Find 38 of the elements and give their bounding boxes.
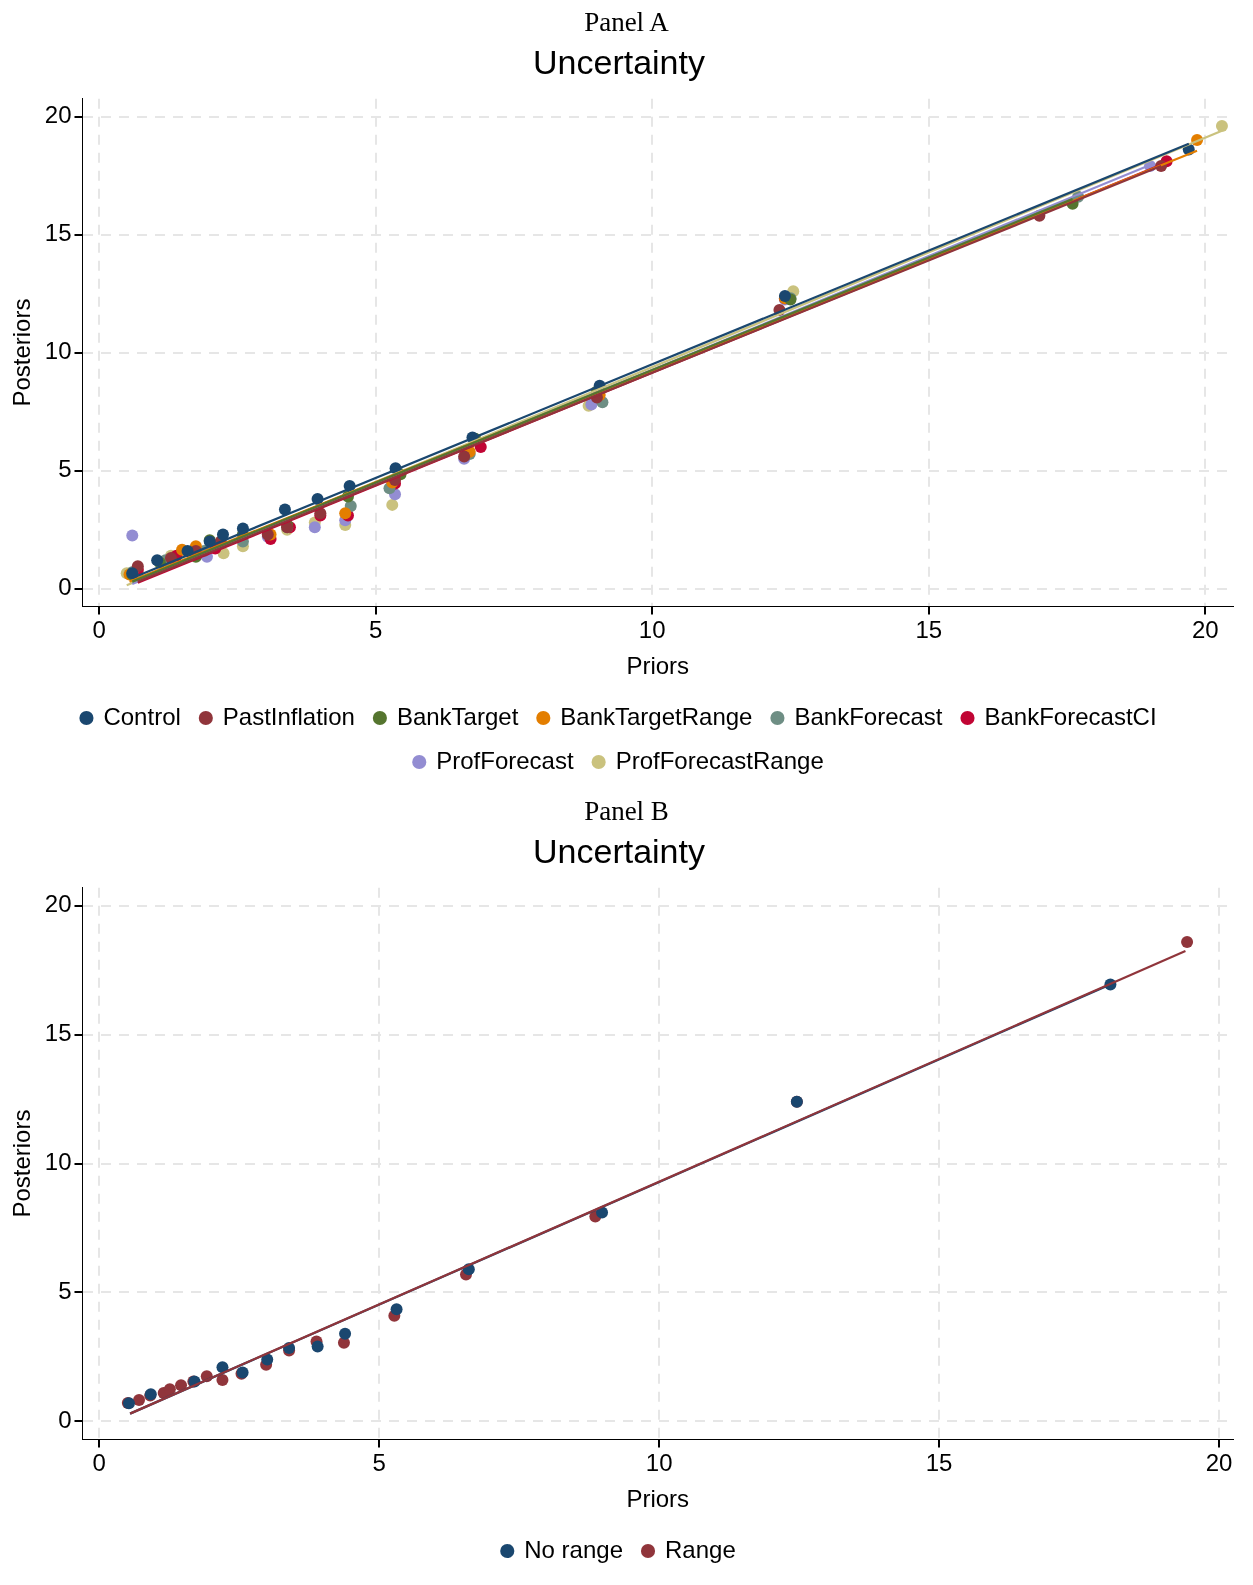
- x-tick-label: 10: [645, 1449, 673, 1477]
- text: Panel B: [583, 795, 670, 828]
- y-tick-label: 5: [58, 455, 72, 483]
- legend-label: No range: [524, 1535, 624, 1563]
- legend-label: ProfForecast: [436, 746, 574, 774]
- legend-label: BankTarget: [396, 702, 519, 730]
- y-tick-label: 0: [58, 1405, 72, 1433]
- y-axis-title: Posteriors: [8, 298, 36, 407]
- y-axis-title: Posteriors: [8, 1109, 36, 1218]
- y-tick-label: 5: [58, 1277, 72, 1305]
- legend-label: PastInflation: [222, 702, 355, 730]
- y-tick-label: 10: [44, 1148, 72, 1176]
- chart-title: Uncertainty: [533, 831, 705, 870]
- y-tick-label: 20: [44, 101, 72, 129]
- x-tick-label: 5: [372, 1449, 386, 1477]
- legend-label: Range: [665, 1535, 736, 1563]
- y-tick-label: 15: [44, 219, 72, 247]
- chart-title: Uncertainty: [533, 42, 705, 81]
- y-tick-label: 10: [44, 337, 72, 365]
- x-tick-label: 15: [915, 616, 943, 644]
- y-tick-label: 0: [58, 573, 72, 601]
- text: Panel A: [583, 6, 670, 39]
- legend-label: ProfForecastRange: [615, 746, 824, 774]
- x-tick-label: 20: [1205, 1449, 1233, 1477]
- legend-label: Control: [103, 702, 181, 730]
- legend-label: BankTargetRange: [560, 702, 753, 730]
- x-tick-label: 15: [925, 1449, 953, 1477]
- legend-label: BankForecastCI: [984, 702, 1157, 730]
- x-tick-label: 0: [92, 616, 106, 644]
- y-tick-label: 20: [44, 890, 72, 918]
- legend-label: BankForecast: [794, 702, 943, 730]
- x-tick-label: 5: [368, 616, 383, 644]
- x-axis-title: Priors: [626, 652, 690, 680]
- x-tick-label: 0: [92, 1449, 106, 1477]
- x-tick-label: 20: [1191, 616, 1219, 644]
- x-axis-title: Priors: [626, 1485, 690, 1513]
- x-tick-label: 10: [638, 616, 666, 644]
- y-tick-label: 15: [44, 1019, 72, 1047]
